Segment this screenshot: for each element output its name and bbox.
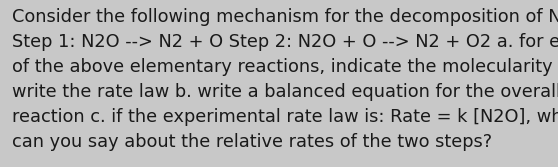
Text: Consider the following mechanism for the decomposition of N2):
Step 1: N2O --> N: Consider the following mechanism for the… bbox=[12, 8, 558, 150]
